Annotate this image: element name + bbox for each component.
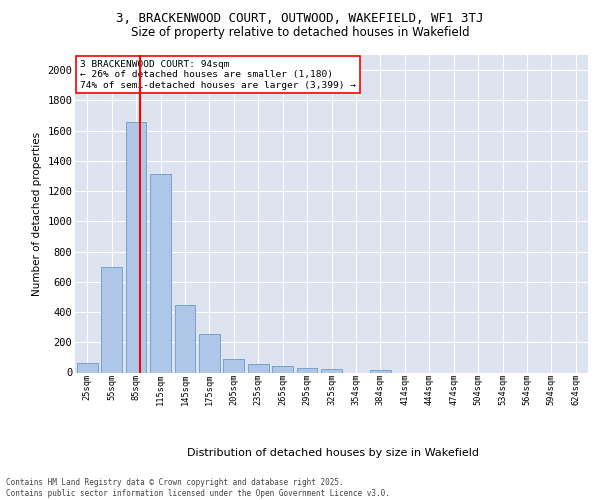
Bar [101, 266, 122, 372]
Bar [321, 368, 342, 372]
Bar [150, 174, 171, 372]
Bar [370, 370, 391, 372]
Bar [223, 359, 244, 372]
Bar [175, 305, 196, 372]
Text: Distribution of detached houses by size in Wakefield: Distribution of detached houses by size … [187, 448, 479, 458]
Bar [248, 364, 269, 372]
Bar [272, 366, 293, 372]
Text: 3 BRACKENWOOD COURT: 94sqm
← 26% of detached houses are smaller (1,180)
74% of s: 3 BRACKENWOOD COURT: 94sqm ← 26% of deta… [80, 60, 356, 90]
Text: Size of property relative to detached houses in Wakefield: Size of property relative to detached ho… [131, 26, 469, 39]
Text: Contains HM Land Registry data © Crown copyright and database right 2025.
Contai: Contains HM Land Registry data © Crown c… [6, 478, 390, 498]
Bar [125, 122, 146, 372]
Bar [77, 362, 98, 372]
Bar [296, 368, 317, 372]
Bar [199, 334, 220, 372]
Text: 3, BRACKENWOOD COURT, OUTWOOD, WAKEFIELD, WF1 3TJ: 3, BRACKENWOOD COURT, OUTWOOD, WAKEFIELD… [116, 12, 484, 26]
Y-axis label: Number of detached properties: Number of detached properties [32, 132, 41, 296]
